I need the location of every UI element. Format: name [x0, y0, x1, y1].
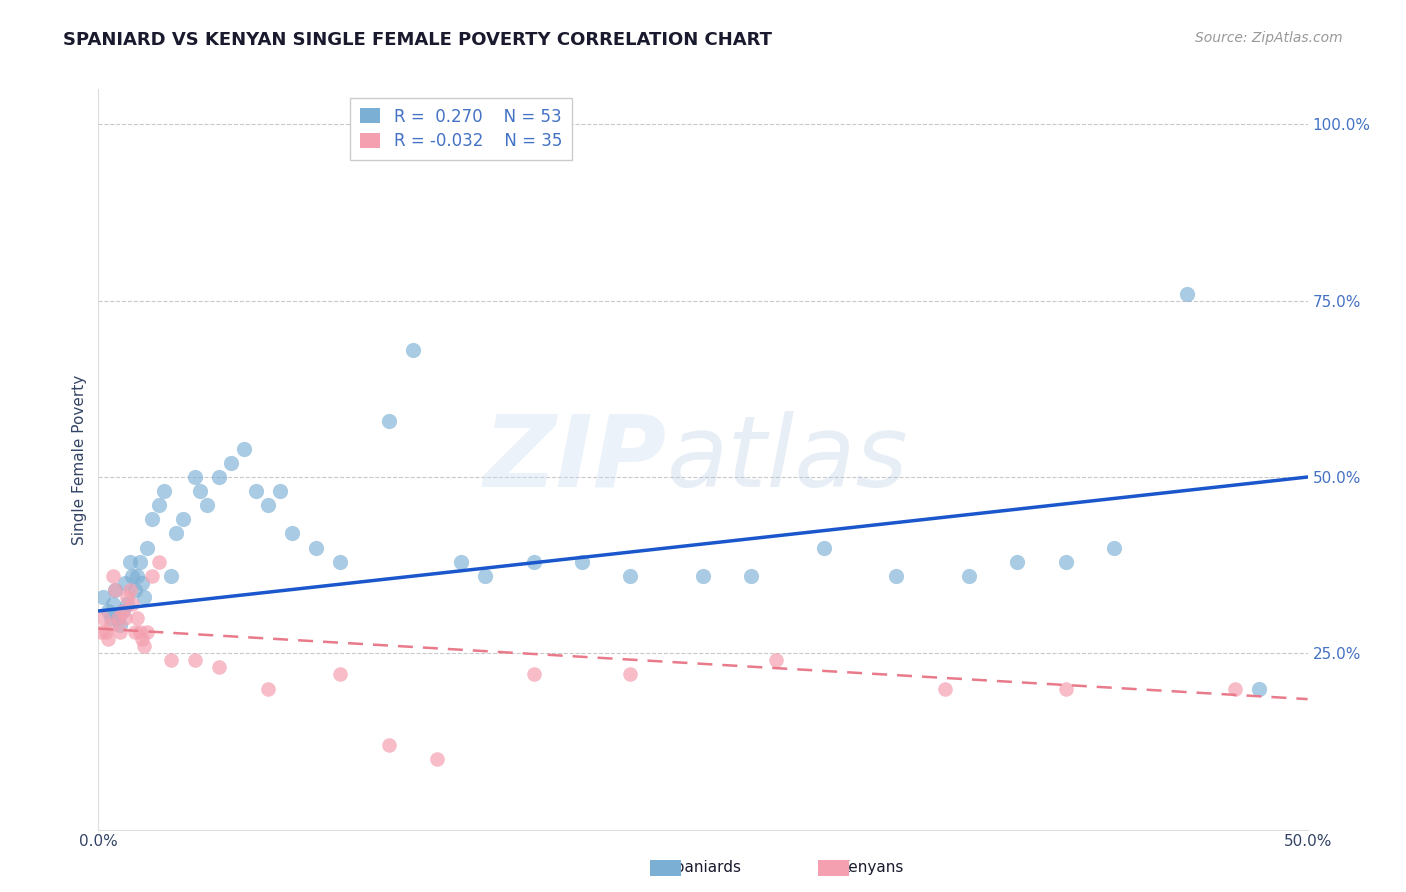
Point: [134, 590, 156, 604]
Point: [232, 442, 254, 456]
Point: [91, 611, 114, 625]
Point: [148, 555, 170, 569]
Point: [256, 498, 278, 512]
Point: [127, 611, 149, 625]
Point: [245, 484, 267, 499]
Point: [135, 625, 157, 640]
Point: [619, 568, 641, 582]
Text: SPANIARD VS KENYAN SINGLE FEMALE POVERTY CORRELATION CHART: SPANIARD VS KENYAN SINGLE FEMALE POVERTY…: [63, 31, 772, 49]
Point: [121, 568, 143, 582]
Point: [281, 526, 304, 541]
Point: [1054, 555, 1077, 569]
Point: [165, 526, 187, 541]
Point: [148, 498, 170, 512]
Point: [101, 568, 124, 582]
Point: [135, 541, 157, 555]
Point: [141, 568, 163, 582]
Point: [474, 568, 496, 582]
Point: [124, 582, 146, 597]
Point: [571, 555, 593, 569]
Text: atlas: atlas: [666, 411, 908, 508]
Point: [1249, 681, 1271, 696]
Point: [100, 611, 122, 625]
Point: [740, 568, 762, 582]
Point: [523, 667, 546, 681]
Point: [124, 625, 146, 640]
Point: [1223, 681, 1246, 696]
Point: [94, 625, 117, 640]
Point: [1102, 541, 1125, 555]
Point: [90, 625, 112, 640]
Point: [108, 625, 131, 640]
Point: [160, 568, 183, 582]
Point: [1054, 681, 1077, 696]
Point: [117, 597, 139, 611]
Point: [813, 541, 835, 555]
Point: [128, 555, 150, 569]
Point: [256, 681, 278, 696]
Point: [131, 632, 153, 647]
Y-axis label: Single Female Poverty: Single Female Poverty: [72, 375, 87, 544]
Point: [152, 484, 174, 499]
Point: [329, 555, 352, 569]
Point: [111, 604, 134, 618]
Point: [1175, 286, 1198, 301]
Point: [108, 618, 131, 632]
Text: Source: ZipAtlas.com: Source: ZipAtlas.com: [1195, 31, 1343, 45]
Point: [450, 555, 472, 569]
Point: [100, 618, 122, 632]
Point: [305, 541, 328, 555]
Point: [91, 590, 114, 604]
Point: [1007, 555, 1029, 569]
Point: [118, 555, 141, 569]
Point: [114, 575, 136, 590]
Point: [127, 568, 149, 582]
Point: [377, 738, 399, 752]
Point: [208, 660, 231, 674]
Point: [101, 597, 124, 611]
Point: [221, 456, 243, 470]
Point: [107, 611, 129, 625]
Point: [114, 611, 136, 625]
Point: [104, 582, 127, 597]
Point: [141, 512, 163, 526]
Point: [117, 590, 139, 604]
Text: ZIP: ZIP: [484, 411, 666, 508]
Point: [208, 470, 231, 484]
Point: [957, 568, 980, 582]
Point: [121, 597, 143, 611]
Point: [765, 653, 787, 667]
Point: [523, 555, 546, 569]
Legend: R =  0.270    N = 53, R = -0.032    N = 35: R = 0.270 N = 53, R = -0.032 N = 35: [350, 97, 572, 161]
Point: [188, 484, 211, 499]
Point: [172, 512, 194, 526]
Point: [128, 625, 150, 640]
Point: [329, 667, 352, 681]
Point: [118, 582, 141, 597]
Point: [97, 632, 120, 647]
Text: Kenyans: Kenyans: [839, 860, 904, 874]
Point: [692, 568, 714, 582]
Point: [402, 343, 425, 357]
Point: [269, 484, 291, 499]
Point: [104, 582, 127, 597]
Point: [184, 653, 207, 667]
Point: [934, 681, 956, 696]
Text: Spaniards: Spaniards: [665, 860, 741, 874]
Point: [886, 568, 908, 582]
Point: [97, 604, 120, 618]
Point: [184, 470, 207, 484]
Point: [134, 639, 156, 653]
Point: [195, 498, 218, 512]
Point: [377, 414, 399, 428]
Point: [160, 653, 183, 667]
Point: [131, 575, 153, 590]
Point: [426, 752, 449, 766]
Point: [111, 604, 134, 618]
Point: [107, 611, 129, 625]
Point: [619, 667, 641, 681]
